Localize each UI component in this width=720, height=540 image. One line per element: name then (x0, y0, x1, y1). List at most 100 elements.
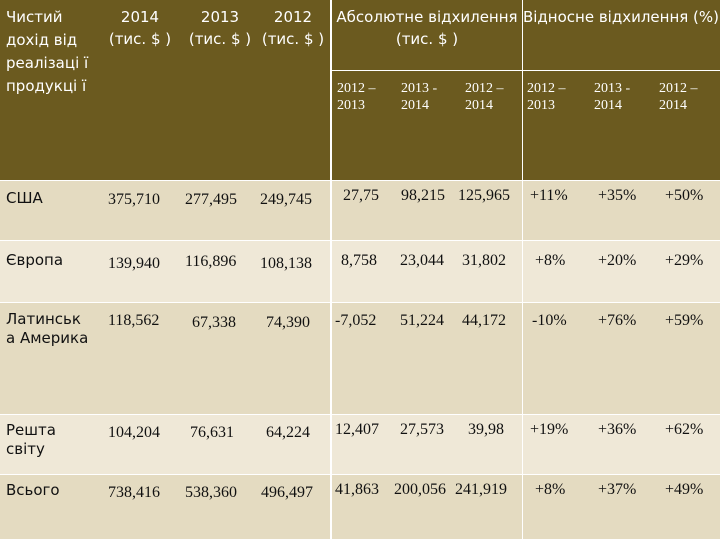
cell-total-2013: 538,360 (185, 484, 237, 502)
cell-europe-rel-3-text: +29% (665, 252, 704, 269)
cell-rest-abs-1: 12,407 (335, 421, 379, 439)
cell-rest-abs-2-text: 27,573 (400, 421, 444, 438)
table-row (0, 180, 720, 240)
region-europe: Європа (6, 251, 98, 270)
region-europe-text: Європа (6, 251, 64, 269)
region-rest-of-world-text: Решта світу (6, 421, 56, 458)
cell-rest-rel-1: +19% (530, 421, 568, 439)
cell-europe-2014-text: 139,940 (108, 255, 160, 272)
rel-sub-2012-2013: 2012 – 2013 (527, 80, 583, 114)
table-row (0, 474, 720, 540)
header-2013: 2013 (тис. $ ) (184, 6, 256, 50)
cell-latam-abs-1: -7,052 (335, 312, 376, 330)
cell-rest-abs-3-text: 39,98 (468, 421, 504, 438)
grid-line (0, 240, 720, 241)
cell-usa-2012: 249,745 (260, 191, 312, 209)
table-row (0, 414, 720, 474)
cell-usa-rel-1: +11% (530, 187, 568, 205)
header-title-text: Чистий дохід від реалізаці ї продукці ї (6, 8, 89, 95)
cell-usa-abs-2: 98,215 (401, 187, 445, 205)
cell-usa-abs-2-text: 98,215 (401, 187, 445, 204)
rel-sub-2013-2014-text: 2013 - 2014 (594, 81, 631, 113)
header-2013-text: 2013 (тис. $ ) (188, 8, 252, 48)
header-abs-group: Абсолютне відхилення (тис. $ ) (332, 6, 522, 50)
cell-europe-abs-3-text: 31,802 (462, 252, 506, 269)
cell-rest-2013-text: 76,631 (190, 424, 234, 441)
grid-line (0, 180, 720, 181)
grid-line (0, 302, 720, 303)
cell-total-rel-3-text: +49% (665, 481, 704, 498)
cell-usa-abs-3: 125,965 (458, 187, 510, 205)
cell-usa-rel-1-text: +11% (530, 187, 568, 204)
cell-rest-2014: 104,204 (108, 424, 160, 442)
grid-line (522, 0, 523, 540)
cell-total-abs-3-text: 241,919 (455, 481, 507, 498)
header-abs-group-text: Абсолютне відхилення (тис. $ ) (336, 8, 518, 48)
cell-total-abs-1: 41,863 (335, 481, 379, 499)
cell-europe-2014: 139,940 (108, 255, 160, 273)
cell-usa-2013-text: 277,495 (185, 191, 237, 208)
cell-rest-2014-text: 104,204 (108, 424, 160, 441)
cell-rest-abs-2: 27,573 (400, 421, 444, 439)
cell-latam-abs-3-text: 44,172 (462, 312, 506, 329)
abs-sub-2012-2013: 2012 – 2013 (337, 80, 393, 114)
cell-europe-rel-1-text: +8% (535, 252, 566, 269)
cell-total-2012: 496,497 (261, 484, 313, 502)
cell-europe-rel-1: +8% (535, 252, 565, 270)
cell-latam-rel-3-text: +59% (665, 312, 704, 329)
cell-europe-rel-2-text: +20% (598, 252, 637, 269)
cell-total-2013-text: 538,360 (185, 484, 237, 501)
cell-rest-rel-3-text: +62% (665, 421, 704, 438)
grid-line (332, 70, 720, 71)
cell-usa-2014: 375,710 (108, 191, 160, 209)
cell-total-rel-2-text: +37% (598, 481, 637, 498)
header-2012-text: 2012 (тис. $ ) (261, 8, 325, 48)
cell-europe-abs-1-text: 8,758 (341, 252, 377, 269)
cell-total-rel-1-text: +8% (535, 481, 566, 498)
cell-total-rel-2: +37% (598, 481, 636, 499)
header-2014-text: 2014 (тис. $ ) (108, 8, 172, 48)
cell-rest-abs-1-text: 12,407 (335, 421, 379, 438)
header-rel-group: Відносне відхилення (%) (522, 6, 720, 28)
cell-total-rel-1: +8% (535, 481, 565, 499)
grid-line (330, 0, 332, 540)
cell-total-2014-text: 738,416 (108, 484, 160, 501)
grid-line (0, 474, 720, 475)
rel-sub-2013-2014: 2013 - 2014 (594, 80, 650, 114)
cell-rest-rel-3: +62% (665, 421, 703, 439)
region-total: Всього (6, 481, 98, 500)
cell-rest-rel-1-text: +19% (530, 421, 569, 438)
cell-usa-2014-text: 375,710 (108, 191, 160, 208)
cell-usa-2013: 277,495 (185, 191, 237, 209)
cell-europe-abs-1: 8,758 (341, 252, 377, 270)
cell-rest-2013: 76,631 (190, 424, 234, 442)
cell-europe-rel-3: +29% (665, 252, 703, 270)
cell-latam-rel-1: -10% (532, 312, 567, 330)
region-usa: США (6, 189, 98, 208)
cell-rest-2012: 64,224 (266, 424, 310, 442)
cell-total-2012-text: 496,497 (261, 484, 313, 501)
abs-sub-2012-2013-text: 2012 – 2013 (337, 81, 376, 113)
abs-sub-2012-2014: 2012 – 2014 (465, 80, 521, 114)
cell-usa-2012-text: 249,745 (260, 191, 312, 208)
cell-europe-abs-2-text: 23,044 (400, 252, 444, 269)
cell-rest-rel-2-text: +36% (598, 421, 637, 438)
cell-usa-rel-3: +50% (665, 187, 703, 205)
cell-rest-rel-2: +36% (598, 421, 636, 439)
cell-latam-abs-3: 44,172 (462, 312, 506, 330)
cell-total-abs-2-text: 200,056 (394, 481, 446, 498)
header-2014: 2014 (тис. $ ) (100, 6, 180, 50)
region-usa-text: США (6, 189, 43, 207)
cell-latam-2012-text: 74,390 (266, 314, 310, 331)
cell-europe-abs-3: 31,802 (462, 252, 506, 270)
cell-europe-rel-2: +20% (598, 252, 636, 270)
cell-latam-rel-2-text: +76% (598, 312, 637, 329)
cell-latam-abs-2: 51,224 (400, 312, 444, 330)
cell-usa-rel-2: +35% (598, 187, 636, 205)
cell-europe-2012-text: 108,138 (260, 255, 312, 272)
cell-latam-2013-text: 67,338 (192, 314, 236, 331)
abs-sub-2013-2014: 2013 - 2014 (401, 80, 457, 114)
cell-latam-rel-2: +76% (598, 312, 636, 330)
cell-latam-2013: 67,338 (192, 314, 236, 332)
